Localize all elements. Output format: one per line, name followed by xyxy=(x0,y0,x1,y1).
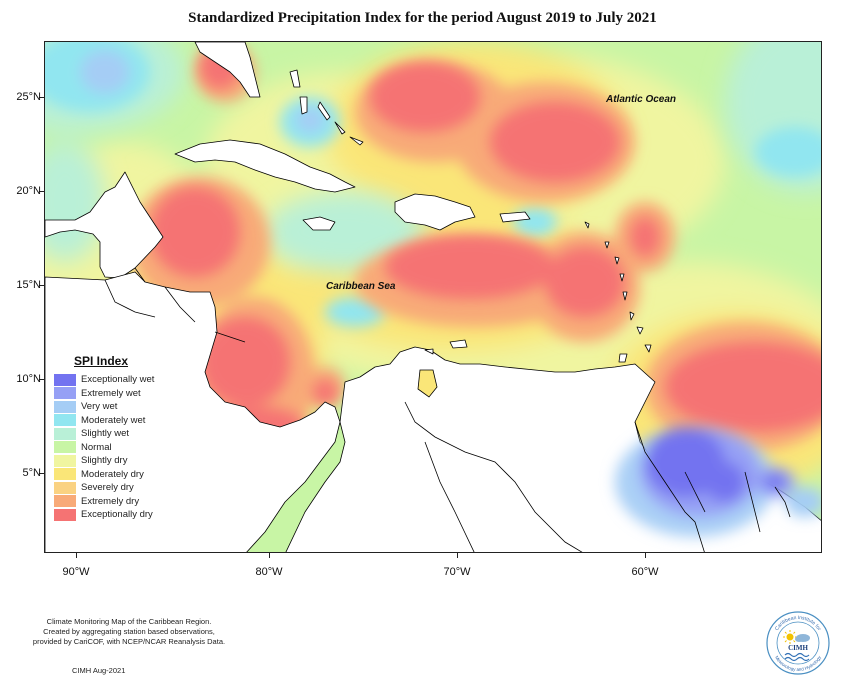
land-central-america xyxy=(45,171,164,279)
lon-label-90w: 90°W xyxy=(62,566,90,578)
legend-label: Exceptionally dry xyxy=(81,509,153,521)
sun-icon xyxy=(783,630,797,644)
legend-label: Very wet xyxy=(81,401,118,413)
map-title: Standardized Precipitation Index for the… xyxy=(188,10,657,26)
legend-item: Exceptionally dry xyxy=(54,508,174,522)
land-hispaniola xyxy=(394,193,476,231)
legend-swatch xyxy=(54,481,76,494)
footnote-line: Climate Monitoring Map of the Caribbean … xyxy=(46,617,212,626)
legend-item: Extremely dry xyxy=(54,495,174,509)
legend-item: Slightly dry xyxy=(54,454,174,468)
cloud-icon xyxy=(795,634,810,642)
logo-center-text: CIMH xyxy=(788,644,808,652)
caribbean-sea-label: Caribbean Sea xyxy=(326,281,396,292)
footnote-line: provided by CariCOF, with NCEP/NCAR Rean… xyxy=(32,637,226,646)
legend-items: Exceptionally wet Extremely wet Very wet Mo… xyxy=(54,373,174,522)
legend-label: Moderately dry xyxy=(81,468,144,480)
land-honduras-nicaragua xyxy=(45,271,341,552)
legend-title: SPI Index xyxy=(74,354,129,368)
waves-icon xyxy=(784,652,810,662)
lake-maracaibo xyxy=(417,369,438,398)
legend-item: Exceptionally wet xyxy=(54,373,174,387)
legend-item: Very wet xyxy=(54,400,174,414)
lat-label-5n: 5°N xyxy=(22,467,41,479)
legend-label: Severely dry xyxy=(81,482,134,494)
legend-swatch xyxy=(54,468,76,481)
legend-label: Exceptionally wet xyxy=(81,374,155,386)
cimh-logo: Caribbean Institute for Meteorology and … xyxy=(765,610,831,676)
legend-swatch xyxy=(54,495,76,508)
legend-item: Slightly wet xyxy=(54,427,174,441)
lat-label-20n: 20°N xyxy=(16,185,41,197)
legend-item: Severely dry xyxy=(54,481,174,495)
land-jamaica xyxy=(302,216,336,231)
legend-swatch xyxy=(54,414,76,427)
atlantic-ocean-label: Atlantic Ocean xyxy=(606,94,677,105)
legend-label: Extremely dry xyxy=(81,495,140,507)
credit-text: CIMH Aug-2021 xyxy=(72,666,126,675)
legend-swatch xyxy=(54,441,76,454)
legend-swatch xyxy=(54,427,76,440)
lat-label-25n: 25°N xyxy=(16,91,41,103)
legend-label: Extremely wet xyxy=(81,387,141,399)
legend-swatch xyxy=(54,454,76,467)
legend-label: Moderately wet xyxy=(81,414,146,426)
footnote: Climate Monitoring Map of the Caribbean … xyxy=(14,617,244,647)
lon-label-80w: 80°W xyxy=(255,566,283,578)
legend-item: Normal xyxy=(54,441,174,455)
footnote-line: Created by aggregating station based obs… xyxy=(43,627,215,636)
legend-label: Slightly dry xyxy=(81,455,128,467)
land-puerto-rico xyxy=(499,211,531,223)
legend-swatch xyxy=(54,387,76,400)
lat-label-15n: 15°N xyxy=(16,279,41,291)
spi-legend: SPI Index Exceptionally wet Extremely wet… xyxy=(54,354,174,522)
lat-label-10n: 10°N xyxy=(16,373,41,385)
legend-item: Extremely wet xyxy=(54,387,174,401)
spi-map xyxy=(44,41,822,553)
legend-label: Slightly wet xyxy=(81,428,130,440)
legend-item: Moderately dry xyxy=(54,468,174,482)
legend-swatch xyxy=(54,400,76,413)
land-cuba xyxy=(174,139,356,193)
lon-label-70w: 70°W xyxy=(443,566,471,578)
legend-swatch xyxy=(54,508,76,521)
land-florida xyxy=(194,42,261,98)
legend-item: Moderately wet xyxy=(54,414,174,428)
legend-swatch xyxy=(54,373,76,386)
lon-label-60w: 60°W xyxy=(631,566,659,578)
legend-label: Normal xyxy=(81,441,112,453)
